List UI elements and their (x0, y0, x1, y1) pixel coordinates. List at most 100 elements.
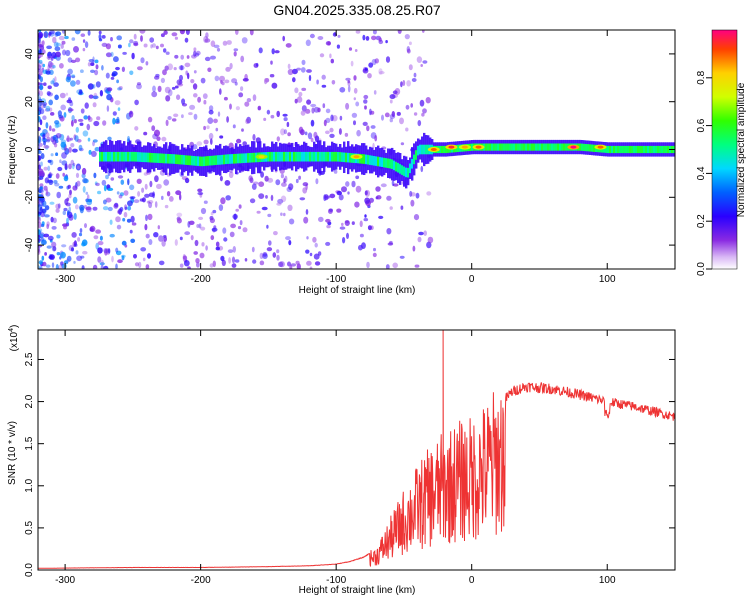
noise-speckle (215, 246, 220, 251)
noise-speckle (40, 239, 47, 246)
noise-speckle (48, 99, 53, 106)
noise-speckle (187, 266, 191, 269)
noise-speckle (311, 107, 315, 114)
noise-speckle (112, 111, 117, 116)
noise-speckle (324, 194, 329, 201)
band-core (509, 143, 512, 151)
noise-speckle (161, 195, 164, 200)
noise-speckle (200, 77, 206, 84)
noise-speckle (38, 149, 41, 154)
noise-speckle (48, 107, 53, 112)
noise-speckle (235, 30, 239, 35)
noise-speckle (65, 92, 69, 96)
hotspot (597, 145, 604, 149)
noise-speckle (126, 200, 133, 207)
noise-speckle (71, 247, 74, 252)
noise-speckle (315, 178, 319, 185)
band-core (267, 152, 270, 162)
band-core (497, 143, 500, 151)
noise-speckle (371, 35, 377, 41)
band-core (141, 152, 144, 162)
x-tick-label: -200 (191, 575, 211, 586)
noise-speckle (55, 173, 60, 179)
noise-speckle (57, 203, 61, 209)
noise-speckle (331, 80, 336, 85)
band-core (641, 145, 644, 154)
noise-speckle (209, 263, 214, 268)
noise-speckle (336, 44, 340, 49)
noise-speckle (278, 261, 284, 267)
noise-speckle (56, 234, 61, 239)
noise-speckle (136, 178, 142, 184)
band-core (327, 151, 330, 162)
noise-speckle (45, 264, 51, 268)
noise-speckle (79, 228, 83, 233)
noise-speckle (193, 47, 197, 52)
band-core (185, 155, 188, 165)
noise-speckle (173, 113, 179, 118)
noise-speckle (184, 177, 190, 184)
band-core (119, 151, 122, 162)
noise-speckle (38, 260, 44, 265)
band-core (241, 153, 244, 164)
noise-speckle (355, 185, 362, 193)
band-core (179, 154, 182, 165)
band-core (559, 143, 562, 151)
band-core (605, 145, 608, 153)
band-core (303, 151, 306, 162)
noise-speckle (46, 245, 52, 249)
noise-speckle (68, 97, 72, 101)
noise-speckle (184, 37, 189, 43)
band-core (333, 151, 336, 162)
noise-speckle (197, 191, 204, 196)
band-core (607, 145, 610, 154)
band-core (269, 151, 272, 162)
band-core (163, 153, 166, 164)
noise-speckle (268, 240, 272, 246)
noise-speckle (194, 239, 199, 247)
noise-speckle (240, 55, 245, 63)
noise-speckle (91, 84, 96, 89)
band-core (211, 155, 214, 166)
noise-speckle (46, 221, 50, 227)
noise-speckle (42, 133, 46, 140)
noise-speckle (308, 74, 312, 82)
y-tick-label: -20 (24, 190, 35, 205)
noise-speckle (325, 117, 331, 123)
noise-speckle (405, 127, 409, 132)
colorbar-label: Normalized spectral amplitude (736, 82, 747, 217)
band-core (123, 151, 126, 162)
noise-speckle (55, 208, 60, 213)
y-tick-label: 20 (24, 96, 35, 108)
noise-speckle (359, 220, 363, 228)
noise-speckle (282, 113, 288, 117)
y-tick-label: 0 (24, 146, 35, 152)
noise-speckle (117, 44, 122, 49)
noise-speckle (344, 220, 350, 224)
noise-speckle (115, 216, 121, 223)
band-core (277, 151, 280, 162)
noise-speckle (47, 173, 54, 177)
noise-speckle (305, 249, 310, 254)
y-tick-label: 2.0 (24, 394, 35, 408)
noise-speckle (112, 117, 116, 125)
noise-speckle (416, 56, 423, 63)
noise-speckle (46, 45, 52, 50)
noise-speckle (366, 261, 370, 269)
noise-speckle (364, 197, 370, 204)
band-core (127, 151, 130, 162)
noise-speckle (339, 226, 346, 230)
noise-speckle (306, 236, 309, 240)
noise-speckle (122, 217, 126, 222)
noise-speckle (241, 37, 248, 44)
noise-speckle (123, 190, 129, 196)
noise-speckle (380, 183, 387, 188)
noise-speckle (306, 260, 312, 266)
noise-speckle (73, 119, 77, 124)
noise-speckle (347, 85, 351, 93)
band-core (515, 143, 518, 151)
noise-speckle (176, 79, 183, 85)
band-core (247, 153, 250, 163)
band-core (271, 151, 274, 162)
